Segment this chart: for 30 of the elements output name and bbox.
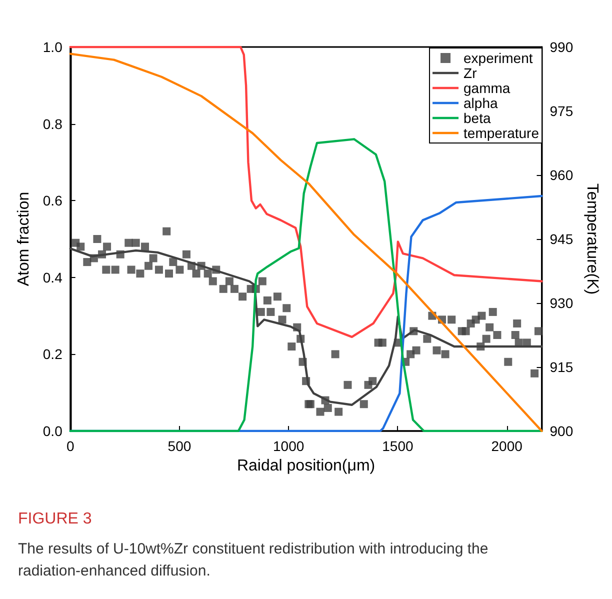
x-tick-label: 2000 [491, 438, 523, 454]
caption: FIGURE 3 [18, 510, 92, 528]
line-series [69, 46, 543, 338]
y2-axis-title: Temperature(K) [584, 183, 600, 295]
y-tick-label: 0.2 [42, 346, 63, 362]
x-tick-label: 1000 [273, 438, 304, 454]
x-tick-label: 0 [66, 438, 74, 454]
x-tick-label: 1500 [382, 438, 414, 454]
legend-label: Zr [464, 65, 478, 81]
y-tick-label: 1.0 [42, 39, 63, 55]
legend-label: experiment [464, 50, 533, 66]
x-tick-label: 500 [168, 438, 192, 454]
y2-tick-label: 945 [550, 231, 574, 247]
y2-tick-label: 990 [550, 39, 574, 55]
y2-tick-label: 900 [550, 423, 574, 439]
text: The results of U-10wt%Zr constituent redistribution with introducing the radiation-enhanced diffusion. [18, 540, 492, 580]
y2-tick-label: 960 [550, 167, 574, 183]
legend-label: beta [464, 110, 491, 126]
y2-tick-label: 975 [550, 103, 574, 119]
x-axis-title: Raidal position(μm) [236, 457, 376, 474]
legend-label: gamma [464, 80, 510, 96]
legend-label: temperature [464, 125, 540, 141]
y2-tick-label: 930 [550, 295, 574, 311]
y-axis-title: Atom fraction [16, 192, 32, 286]
y-tick-label: 0.4 [42, 269, 63, 286]
y2-tick-label: 915 [550, 359, 574, 375]
y-tick-label: 0.6 [42, 192, 63, 209]
legend-label: alpha [464, 95, 498, 111]
y-tick-label: 0.0 [42, 423, 63, 439]
y-tick-label: 0.8 [42, 116, 63, 132]
